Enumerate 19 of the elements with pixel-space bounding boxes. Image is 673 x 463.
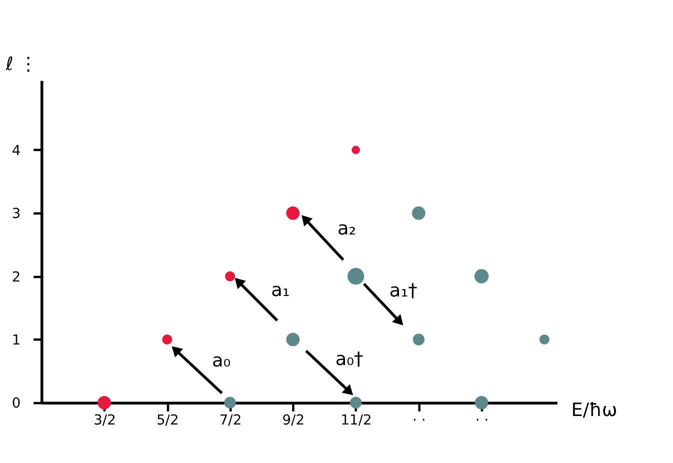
x-axis-title: E/ħω — [571, 400, 618, 421]
x-tick-label: · · — [412, 412, 426, 428]
annotation: a₁ — [271, 280, 290, 302]
annotation: a₂ — [337, 218, 356, 240]
annotation: a₁† — [389, 280, 418, 302]
x-tick-label: 5/2 — [156, 412, 179, 428]
y-tick-label: 3 — [12, 206, 21, 222]
y-tick-label: 1 — [12, 332, 21, 349]
annotation: a₀ — [212, 350, 231, 372]
x-tick-label: 11/2 — [340, 412, 372, 428]
x-tick-label: · · — [475, 412, 489, 428]
y-tick-label: 2 — [12, 269, 21, 286]
x-tick-label: 3/2 — [94, 412, 116, 428]
x-tick-label: 7/2 — [219, 412, 242, 428]
x-tick-label: 9/2 — [282, 412, 304, 428]
y-axis-title: ℓ ⋮ — [4, 54, 38, 75]
y-tick-label: 0 — [12, 396, 21, 412]
y-tick-label: 4 — [12, 142, 21, 159]
annotation: a₀† — [335, 349, 364, 370]
